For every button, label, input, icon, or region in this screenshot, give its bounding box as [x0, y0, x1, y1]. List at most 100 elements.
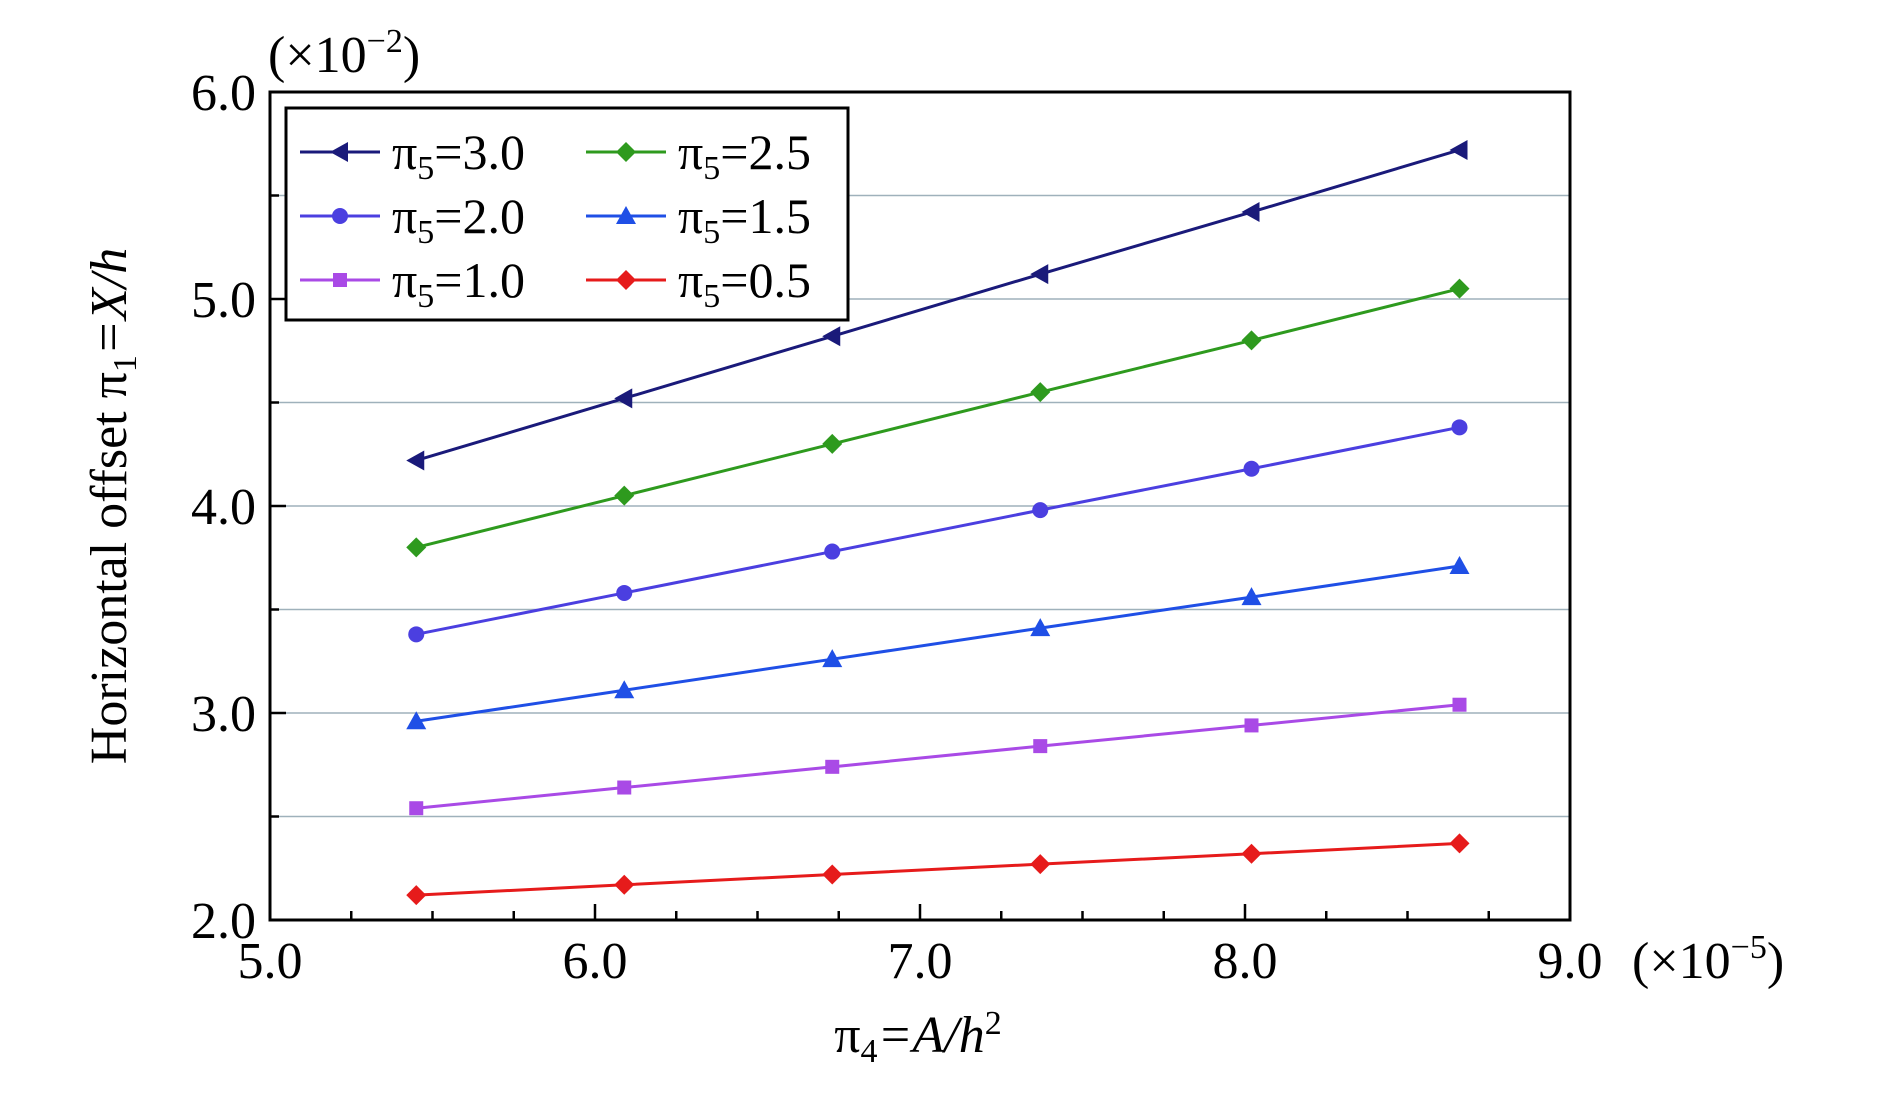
data-point-triangle: [822, 326, 841, 347]
data-point-diamond: [406, 537, 427, 558]
legend-label: π5=1.0: [392, 252, 525, 315]
y-title-prefix: Horizontal offset π: [81, 372, 138, 764]
x-tick-label: 5.0: [238, 933, 303, 990]
legend-label-sub: 5: [703, 278, 720, 315]
series-line: [416, 841, 1460, 897]
data-point-triangle: [616, 206, 636, 224]
legend-item: π5=1.5: [586, 188, 811, 251]
legend-label: π5=1.5: [678, 188, 811, 251]
legend-item: π5=0.5: [586, 252, 811, 315]
x-multiplier-base: (×10: [1632, 933, 1731, 990]
tick-labels: 2.0 3.0 4.0 5.0 6.0 5.0 6.0 7.0 8.0 9.0: [191, 65, 1603, 990]
data-point-diamond: [406, 885, 427, 906]
x-tick-label: 6.0: [563, 933, 628, 990]
data-point-triangle: [1449, 556, 1470, 575]
data-point-diamond: [614, 485, 635, 506]
y-tick-label: 6.0: [191, 65, 256, 122]
data-point-square: [825, 759, 840, 774]
data-point-diamond: [1449, 278, 1470, 299]
data-point-diamond: [1030, 382, 1051, 403]
data-point-circle: [824, 543, 841, 560]
data-point-triangle: [1030, 264, 1049, 285]
legend-label-main: π: [678, 252, 703, 308]
series-group: [409, 697, 1467, 816]
x-multiplier: (×10−5): [1632, 929, 1784, 990]
legend-label-main: π: [678, 124, 703, 180]
y-tick-label: 5.0: [191, 272, 256, 329]
data-point-circle: [332, 208, 348, 224]
x-title-rest: =A/h: [877, 1007, 984, 1064]
x-tick-label: 9.0: [1538, 933, 1603, 990]
series-line: [415, 148, 1460, 462]
axis-ticks: [268, 90, 1572, 922]
legend-label-rest: =1.0: [434, 252, 525, 308]
legend-item: π5=2.0: [300, 188, 525, 251]
y-multiplier-base: (×10: [268, 27, 367, 84]
data-point-circle: [1032, 502, 1049, 519]
data-point-square: [617, 780, 632, 795]
x-title-sup: 2: [985, 1005, 1002, 1042]
y-multiplier-close: ): [403, 27, 420, 84]
data-point-triangle: [330, 142, 348, 162]
data-point-triangle: [614, 680, 635, 699]
legend-label: π5=2.5: [678, 124, 811, 187]
y-tick-label: 3.0: [191, 686, 256, 743]
y-multiplier-exp: −2: [367, 23, 403, 60]
legend-label: π5=0.5: [678, 252, 811, 315]
legend-label: π5=2.0: [392, 188, 525, 251]
data-series: [406, 139, 1470, 906]
data-point-triangle: [406, 711, 427, 730]
series-group: [408, 419, 1468, 643]
data-point-diamond: [1241, 330, 1262, 351]
data-point-diamond: [1449, 833, 1470, 854]
data-point-triangle: [614, 388, 633, 409]
data-point-circle: [1243, 460, 1260, 477]
data-point-triangle: [1241, 202, 1260, 223]
data-point-square: [409, 801, 424, 816]
y-tick-label: 4.0: [191, 479, 256, 536]
data-point-circle: [616, 584, 633, 601]
legend-label: π5=3.0: [392, 124, 525, 187]
y-tick-label: 2.0: [191, 893, 256, 950]
data-point-diamond: [614, 874, 635, 895]
series-line: [415, 287, 1460, 549]
y-axis-title: Horizontal offset π1=X/h: [81, 248, 144, 764]
x-axis-title: π4=A/h2: [834, 1005, 1002, 1070]
x-multiplier-close: ): [1767, 933, 1784, 990]
data-point-diamond: [822, 864, 843, 885]
data-point-diamond: [616, 142, 636, 162]
data-point-diamond: [1030, 854, 1051, 875]
data-point-circle: [1451, 419, 1468, 436]
data-point-triangle: [1241, 587, 1262, 606]
data-point-diamond: [822, 433, 843, 454]
legend-label-sub: 5: [417, 150, 434, 187]
data-point-square: [1033, 739, 1048, 754]
legend-label-rest: =2.5: [720, 124, 811, 180]
legend-item: π5=3.0: [300, 124, 525, 187]
x-title-sub: 4: [860, 1033, 877, 1070]
legend-box: [284, 106, 850, 322]
legend-label-sub: 5: [703, 150, 720, 187]
legend-label-rest: =1.5: [720, 188, 811, 244]
series-line: [415, 425, 1460, 636]
x-multiplier-exp: −5: [1731, 929, 1767, 966]
data-point-triangle: [1449, 139, 1468, 160]
y-title-sub: 1: [107, 355, 144, 372]
data-point-diamond: [616, 270, 636, 290]
legend-label-rest: =2.0: [434, 188, 525, 244]
legend-label-sub: 5: [703, 214, 720, 251]
legend-label-main: π: [392, 124, 417, 180]
plot-frame: [268, 90, 1572, 922]
legend-label-sub: 5: [417, 214, 434, 251]
x-tick-label: 7.0: [888, 933, 953, 990]
legend-items: π5=3.0 π5=2.5π5=2.0 π5=1.5π5=1.0 π5=0.5: [300, 124, 811, 315]
y-multiplier: (×10−2): [268, 23, 420, 84]
legend: π5=3.0 π5=2.5π5=2.0 π5=1.5π5=1.0 π5=0.5: [284, 106, 850, 322]
legend-item: π5=2.5: [586, 124, 811, 187]
series-group: [406, 833, 1470, 906]
legend-label-sub: 5: [417, 278, 434, 315]
legend-label-rest: =3.0: [434, 124, 525, 180]
series-line: [416, 703, 1460, 810]
x-title-main: π: [834, 1007, 860, 1064]
